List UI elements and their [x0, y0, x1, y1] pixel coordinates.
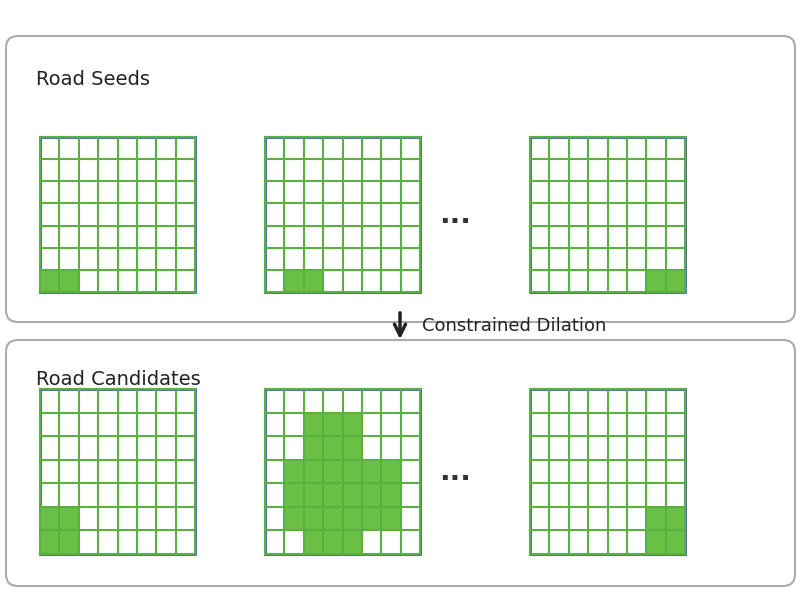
- Bar: [323, 507, 342, 530]
- Bar: [304, 270, 323, 292]
- Bar: [323, 413, 342, 436]
- FancyBboxPatch shape: [530, 389, 685, 554]
- Bar: [342, 436, 362, 460]
- Bar: [382, 483, 401, 507]
- Bar: [382, 460, 401, 483]
- Text: ...: ...: [439, 458, 471, 485]
- FancyBboxPatch shape: [40, 137, 195, 292]
- Bar: [666, 270, 685, 292]
- Bar: [40, 270, 59, 292]
- Bar: [342, 483, 362, 507]
- Bar: [304, 460, 323, 483]
- Bar: [323, 436, 342, 460]
- Bar: [342, 413, 362, 436]
- Bar: [646, 270, 666, 292]
- Bar: [323, 460, 342, 483]
- Bar: [304, 483, 323, 507]
- Bar: [342, 460, 362, 483]
- FancyBboxPatch shape: [265, 137, 420, 292]
- Bar: [40, 507, 59, 530]
- Text: Road Candidates: Road Candidates: [36, 370, 201, 389]
- Text: ...: ...: [439, 201, 471, 229]
- Bar: [59, 507, 78, 530]
- Bar: [342, 507, 362, 530]
- Bar: [304, 413, 323, 436]
- Bar: [284, 507, 304, 530]
- Bar: [284, 483, 304, 507]
- FancyBboxPatch shape: [6, 340, 795, 586]
- Text: Constrained Dilation: Constrained Dilation: [422, 317, 606, 335]
- FancyBboxPatch shape: [265, 389, 420, 554]
- Bar: [304, 436, 323, 460]
- FancyBboxPatch shape: [530, 137, 685, 292]
- Bar: [382, 507, 401, 530]
- FancyBboxPatch shape: [6, 36, 795, 322]
- Bar: [342, 530, 362, 554]
- Bar: [59, 270, 78, 292]
- Bar: [362, 460, 382, 483]
- Bar: [59, 530, 78, 554]
- Bar: [646, 530, 666, 554]
- Bar: [304, 530, 323, 554]
- Bar: [666, 507, 685, 530]
- FancyBboxPatch shape: [40, 389, 195, 554]
- Bar: [40, 530, 59, 554]
- Bar: [646, 507, 666, 530]
- Bar: [304, 507, 323, 530]
- Text: Road Seeds: Road Seeds: [36, 70, 150, 89]
- Bar: [362, 507, 382, 530]
- Bar: [284, 270, 304, 292]
- Bar: [323, 483, 342, 507]
- Bar: [362, 483, 382, 507]
- Bar: [284, 460, 304, 483]
- Bar: [666, 530, 685, 554]
- Bar: [323, 530, 342, 554]
